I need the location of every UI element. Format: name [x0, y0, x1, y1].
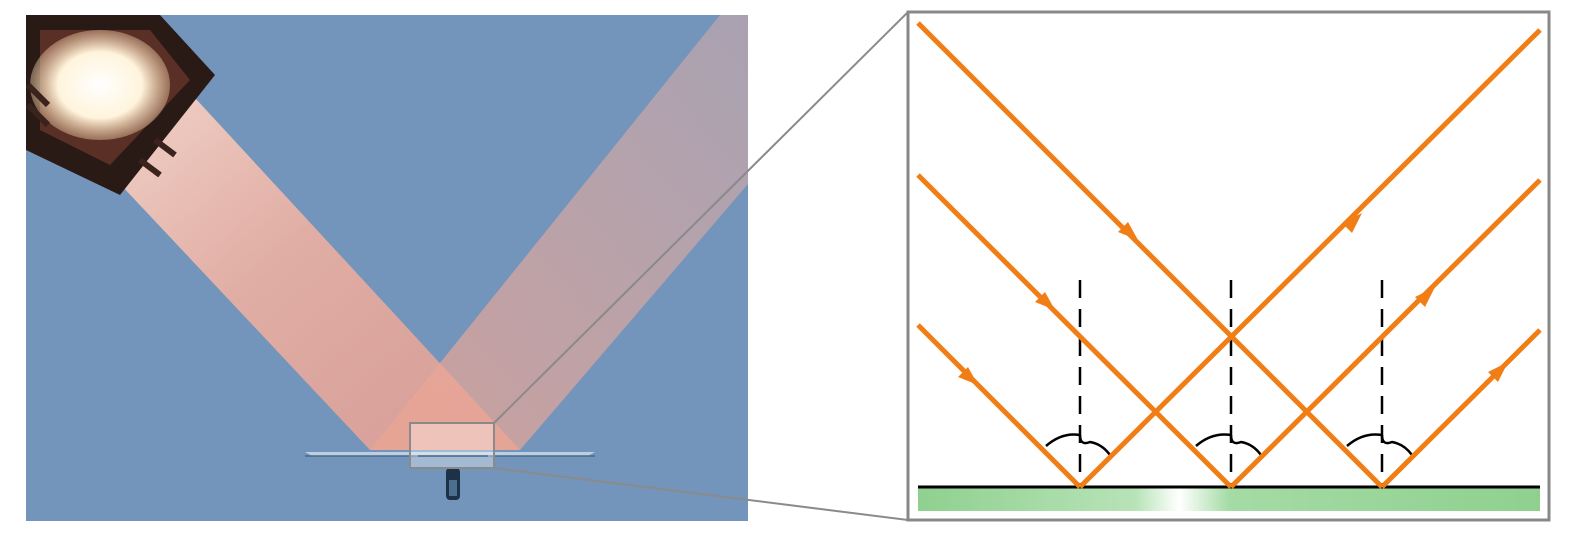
incident-arrow-icon [1118, 222, 1138, 240]
incident-light-beam [60, 60, 520, 450]
reflected-ray [1078, 28, 1542, 489]
reflected-ray [1229, 178, 1542, 489]
mirror-surface [918, 487, 1540, 511]
reflected-arrow-icon [1415, 287, 1435, 307]
reflected-arrow-icon [1488, 362, 1508, 382]
angle-of-reflection-arc [1380, 434, 1414, 456]
incident-arrow-icon [1035, 292, 1055, 310]
zoom-connector-bottom [493, 467, 909, 521]
incident-arrow-icon [958, 367, 978, 385]
lamp-icon [26, 15, 215, 195]
angle-of-incidence-arc [1045, 433, 1081, 447]
incident-ray [916, 173, 1233, 489]
reflected-light-beam [370, 15, 748, 450]
incident-ray [916, 323, 1082, 489]
reflected-ray [1380, 328, 1542, 489]
mirror-plate [305, 452, 595, 456]
reflected-arrow-icon [1342, 213, 1362, 233]
zoom-highlight-box [409, 422, 495, 469]
incident-ray [916, 21, 1384, 489]
angle-of-reflection-arc [1078, 434, 1112, 456]
photo-panel [26, 15, 748, 521]
angle-of-incidence-arc [1195, 433, 1232, 447]
angle-of-reflection-arc [1229, 434, 1263, 456]
diagram-panel [906, 10, 1551, 522]
zoom-connector-top [493, 11, 909, 424]
angle-of-incidence-arc [1346, 433, 1383, 447]
